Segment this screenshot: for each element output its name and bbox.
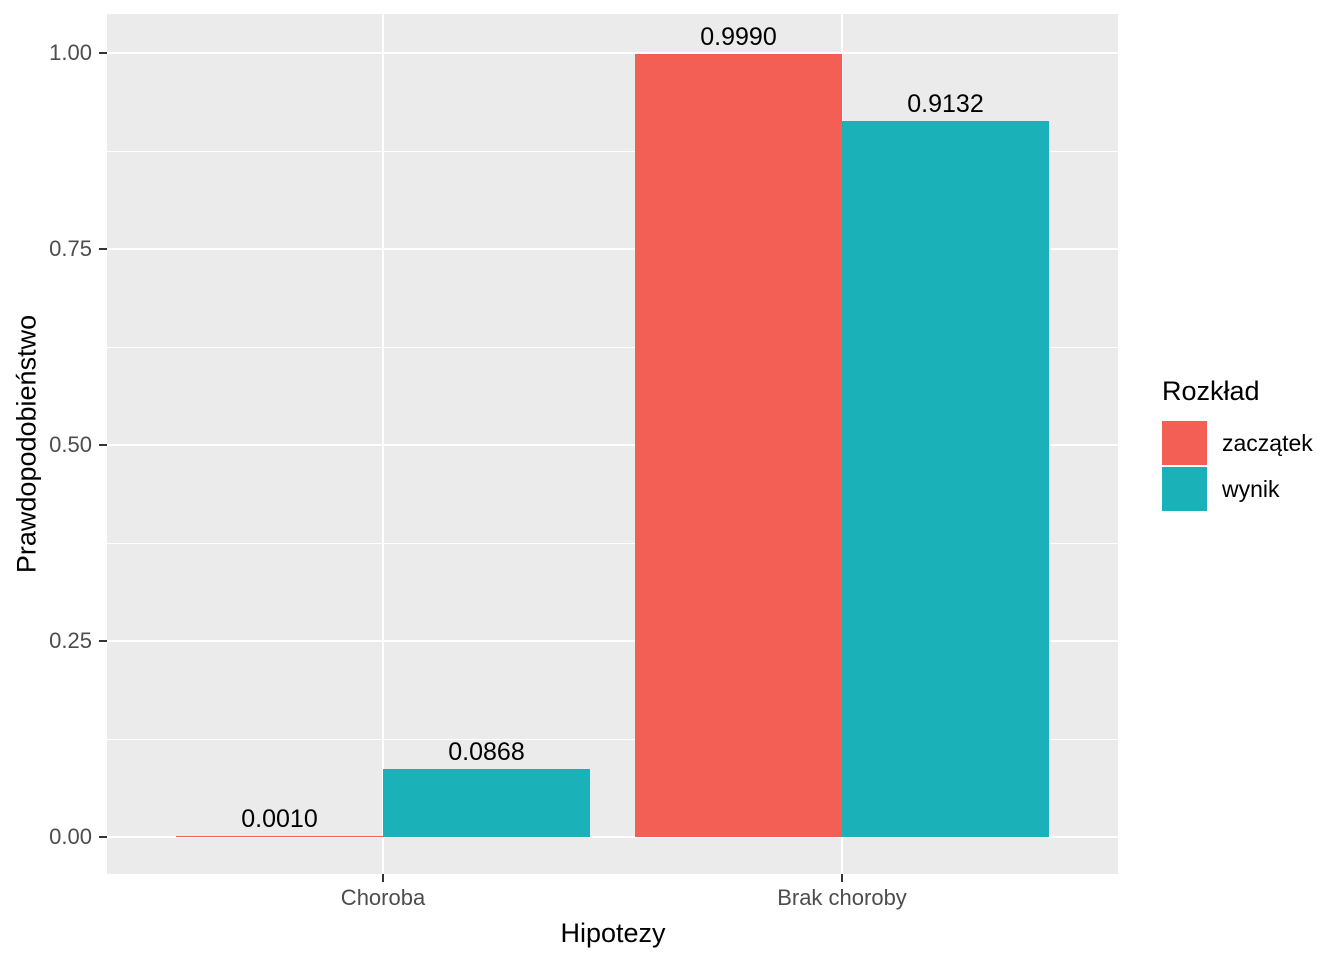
bar-zaczątek-1 bbox=[635, 54, 842, 837]
bar-value-label: 0.9990 bbox=[700, 23, 777, 51]
gridline-major bbox=[107, 640, 1118, 642]
gridline-major bbox=[107, 836, 1118, 838]
gridline-major bbox=[107, 52, 1118, 54]
gridline-major bbox=[107, 444, 1118, 446]
x-axis-title: Hipotezy bbox=[560, 918, 666, 948]
y-axis-title: Prawdopodobieństwo bbox=[11, 314, 42, 574]
bar-value-label: 0.0868 bbox=[448, 738, 525, 766]
y-axis-tick-label: 0.75 bbox=[49, 236, 92, 261]
bar-value-label: 0.0010 bbox=[241, 805, 318, 833]
y-axis-tick-label: 0.00 bbox=[49, 824, 92, 849]
legend-entry-wynik: wynik bbox=[1162, 467, 1344, 511]
gridline-minor bbox=[107, 542, 1118, 544]
gridline-minor bbox=[107, 150, 1118, 152]
x-axis-tick-mark bbox=[841, 874, 843, 882]
legend-key-swatch bbox=[1162, 421, 1207, 465]
x-axis-tick-label: Choroba bbox=[340, 885, 426, 910]
gridline-minor bbox=[107, 346, 1118, 348]
gridline-minor bbox=[107, 738, 1118, 740]
y-axis-tick-mark bbox=[99, 836, 107, 838]
bar-zaczątek-0 bbox=[176, 836, 383, 837]
legend-entry-zaczątek: zaczątek bbox=[1162, 421, 1344, 465]
bar-value-label: 0.9132 bbox=[907, 90, 984, 118]
gridline-major-vertical bbox=[382, 14, 384, 874]
legend-entry-label: zaczątek bbox=[1222, 429, 1313, 456]
bar-wynik-0 bbox=[383, 769, 590, 837]
legend-entry-label: wynik bbox=[1222, 475, 1280, 502]
x-axis-tick-mark bbox=[382, 874, 384, 882]
y-axis-tick-mark bbox=[99, 52, 107, 54]
plot-panel: 0.0010 0.0868 0.9990 0.9132 bbox=[107, 14, 1118, 874]
y-axis-tick-mark bbox=[99, 444, 107, 446]
gridline-major bbox=[107, 248, 1118, 250]
bar-wynik-1 bbox=[842, 121, 1049, 837]
legend-key-swatch bbox=[1162, 467, 1207, 511]
x-axis-tick-label: Brak choroby bbox=[777, 885, 907, 910]
y-axis-tick-label: 0.25 bbox=[49, 628, 92, 653]
y-axis-tick-mark bbox=[99, 248, 107, 250]
legend: Rozkład zaczątek wynik bbox=[1162, 376, 1344, 513]
y-axis-tick-mark bbox=[99, 640, 107, 642]
y-axis-tick-label: 0.50 bbox=[49, 432, 92, 457]
legend-title: Rozkład bbox=[1162, 376, 1260, 406]
y-axis-tick-label: 1.00 bbox=[49, 40, 92, 65]
